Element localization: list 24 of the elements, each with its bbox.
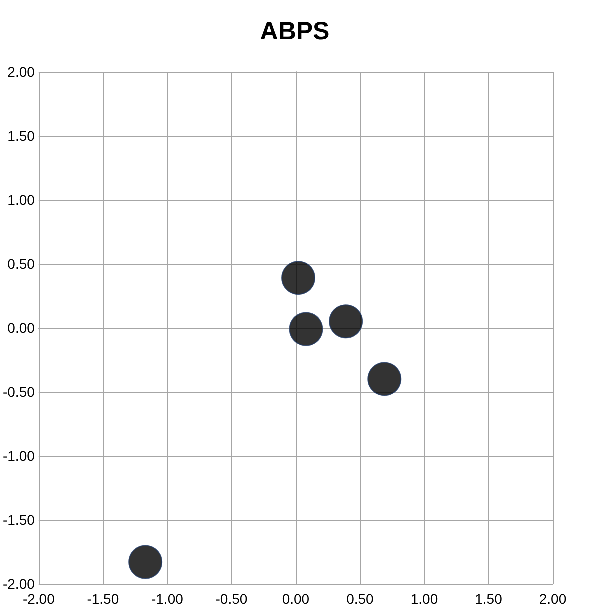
x-tick-label: 2.00 (539, 591, 567, 607)
y-tick-label: 2.00 (8, 64, 36, 80)
point (282, 261, 316, 296)
y-tick-label: -1.50 (2, 512, 36, 528)
x-tick-label: -1.50 (87, 591, 120, 607)
chart-title: ABPS (260, 18, 330, 46)
x-tick-label: 1.50 (475, 591, 503, 607)
y-tick-label: 0.00 (8, 320, 36, 336)
y-tick-label: -0.50 (2, 384, 36, 400)
point (368, 362, 402, 396)
y-tick-label: 0.50 (8, 256, 36, 272)
point (128, 545, 163, 580)
y-tick-label: -2.00 (2, 576, 36, 592)
y-tick-label: 1.00 (8, 192, 36, 208)
x-tick-label: -0.50 (216, 591, 248, 607)
x-tick-label: -1.00 (151, 591, 184, 607)
x-tick-label: 0.50 (346, 591, 374, 607)
x-tick-label: 1.00 (410, 591, 438, 607)
x-tick-label: -2.00 (22, 591, 56, 607)
point (329, 304, 364, 339)
x-tick-label: 0.00 (282, 591, 310, 607)
y-tick-label: 1.50 (8, 128, 36, 144)
y-tick-label: -1.00 (2, 448, 36, 464)
point (289, 312, 324, 346)
